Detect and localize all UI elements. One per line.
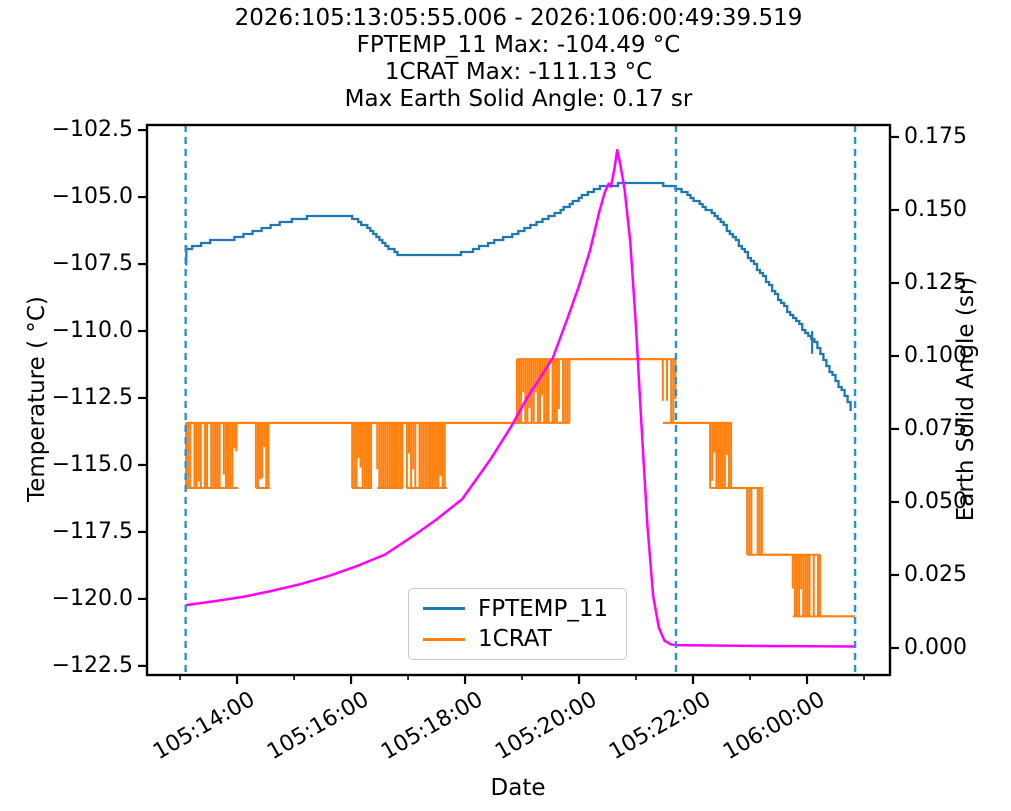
legend-line-sample	[423, 607, 465, 611]
plot-border	[145, 123, 892, 677]
title-fptemp-max: FPTEMP_11 Max: -104.49 °C	[356, 32, 681, 58]
legend-item: FPTEMP_11	[409, 596, 626, 622]
title-crat-max: 1CRAT Max: -111.13 °C	[384, 59, 653, 85]
y-axis-label-right: Earth Solid Angle (sr)	[953, 276, 979, 522]
legend: FPTEMP_11 1CRAT	[408, 588, 627, 660]
y-tick-label-right: 0.100	[904, 342, 967, 368]
legend-line-sample	[423, 637, 465, 641]
y-tick-label-left: −115.0	[51, 451, 133, 477]
y-tick-label-left: −102.5	[51, 117, 133, 143]
y-tick-label-right: 0.150	[904, 196, 967, 222]
y-tick-label-left: −107.5	[51, 251, 133, 277]
y-tick-label-right: 0.000	[904, 634, 967, 660]
legend-label: 1CRAT	[478, 626, 552, 653]
y-tick-label-right: 0.125	[904, 269, 967, 295]
y-tick-label-right: 0.050	[904, 488, 967, 514]
legend-label: FPTEMP_11	[478, 595, 609, 622]
y-tick-label-left: −120.0	[51, 585, 133, 611]
title-solid-angle-max: Max Earth Solid Angle: 0.17 sr	[344, 86, 693, 112]
y-tick-label-right: 0.175	[904, 123, 967, 149]
x-axis-label: Date	[490, 775, 546, 801]
chart-title: 2026:105:13:05:55.006 - 2026:106:00:49:3…	[147, 5, 890, 113]
y-tick-label-left: −122.5	[51, 652, 133, 678]
title-time-range: 2026:105:13:05:55.006 - 2026:106:00:49:3…	[234, 5, 803, 31]
legend-item: 1CRAT	[409, 626, 626, 652]
y-tick-label-left: −110.0	[51, 318, 133, 343]
series-earth-solid-angle	[185, 148, 856, 648]
y-tick-label-right: 0.025	[904, 561, 967, 587]
y-tick-label-left: −117.5	[51, 518, 133, 544]
y-tick-label-left: −112.5	[51, 384, 133, 410]
series-fptemp11	[186, 181, 852, 411]
y-tick-label-right: 0.075	[904, 415, 967, 441]
y-tick-label-left: −105.0	[51, 184, 133, 210]
